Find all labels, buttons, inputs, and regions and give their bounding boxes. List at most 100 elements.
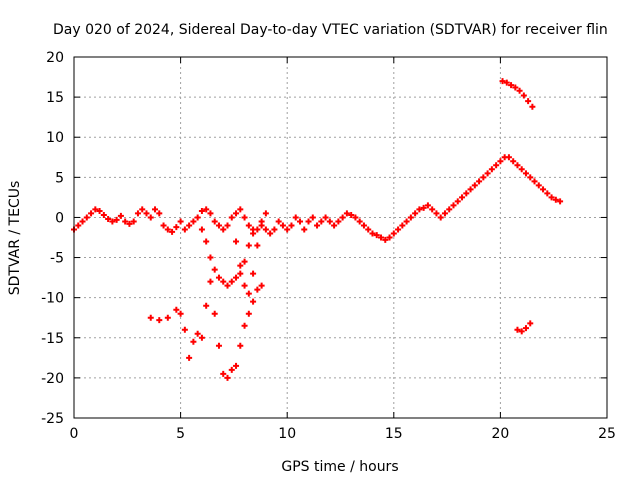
data-point [211,266,218,273]
data-point [198,226,205,233]
data-point [493,162,500,169]
data-point [233,238,240,245]
data-point [156,210,163,217]
data-point [109,218,116,225]
data-point [488,166,495,173]
data-point [360,222,367,229]
x-tick-label: 25 [598,426,616,442]
data-point [79,218,86,225]
data-point [233,362,240,369]
data-point [441,210,448,217]
data-point [356,218,363,225]
data-point [544,190,551,197]
data-point [126,220,133,227]
data-point [446,206,453,213]
y-tick-label: -5 [50,251,64,267]
data-point [152,206,159,213]
data-point [531,178,538,185]
y-tick-label: -25 [41,411,64,427]
data-points [71,78,564,381]
data-point [130,218,137,225]
data-point [339,214,346,221]
chart-title: Day 020 of 2024, Sidereal Day-to-day VTE… [53,22,608,38]
data-point [288,222,295,229]
data-point [416,206,423,213]
data-point [518,166,525,173]
data-point [463,190,470,197]
data-point [508,82,515,89]
data-point [262,210,269,217]
data-point [326,218,333,225]
data-point [122,218,129,225]
data-point [173,224,180,231]
data-point [305,218,312,225]
data-point [318,218,325,225]
data-point [245,242,252,249]
data-point [207,254,214,261]
data-point [190,338,197,345]
data-point [220,226,227,233]
data-point [514,326,521,333]
data-series-2 [198,226,257,289]
data-point [250,226,257,233]
y-tick-label: 10 [46,130,64,146]
data-point [237,206,244,213]
data-point [322,214,329,221]
data-point [548,194,555,201]
data-series-1 [147,278,265,381]
data-point [147,214,154,221]
data-point [215,222,222,229]
data-point [194,214,201,221]
data-point [433,210,440,217]
data-point [497,158,504,165]
y-tick-label: 0 [55,210,64,226]
data-point [169,228,176,235]
data-point [88,210,95,217]
data-point [480,174,487,181]
data-point [514,162,521,169]
data-point [365,226,372,233]
data-series-0 [71,154,564,243]
data-point [420,204,427,211]
data-point [250,298,257,305]
data-point [177,310,184,317]
data-point [437,214,444,221]
data-point [529,103,536,110]
data-point [215,274,222,281]
y-tick-label: 15 [46,90,64,106]
data-point [271,226,278,233]
data-point [228,366,235,373]
data-point [516,87,523,94]
data-point [267,230,274,237]
data-point [471,182,478,189]
data-point [190,218,197,225]
data-point [113,216,120,223]
data-point [207,278,214,285]
x-axis-label: GPS time / hours [281,459,398,475]
data-point [343,210,350,217]
data-point [100,212,107,219]
data-point [164,314,171,321]
data-point [258,218,265,225]
data-point [520,92,527,99]
data-point [245,310,252,317]
data-point [373,232,380,239]
data-point [203,238,210,245]
data-point [467,186,474,193]
data-point [241,214,248,221]
data-point [459,194,466,201]
data-point [233,210,240,217]
data-point [207,210,214,217]
data-point [75,222,82,229]
data-point [407,214,414,221]
data-point [331,222,338,229]
data-point [186,354,193,361]
data-point [296,218,303,225]
data-point [203,206,210,213]
data-point [552,196,559,203]
data-point [143,210,150,217]
data-point [454,198,461,205]
data-point [237,270,244,277]
data-point [309,214,316,221]
